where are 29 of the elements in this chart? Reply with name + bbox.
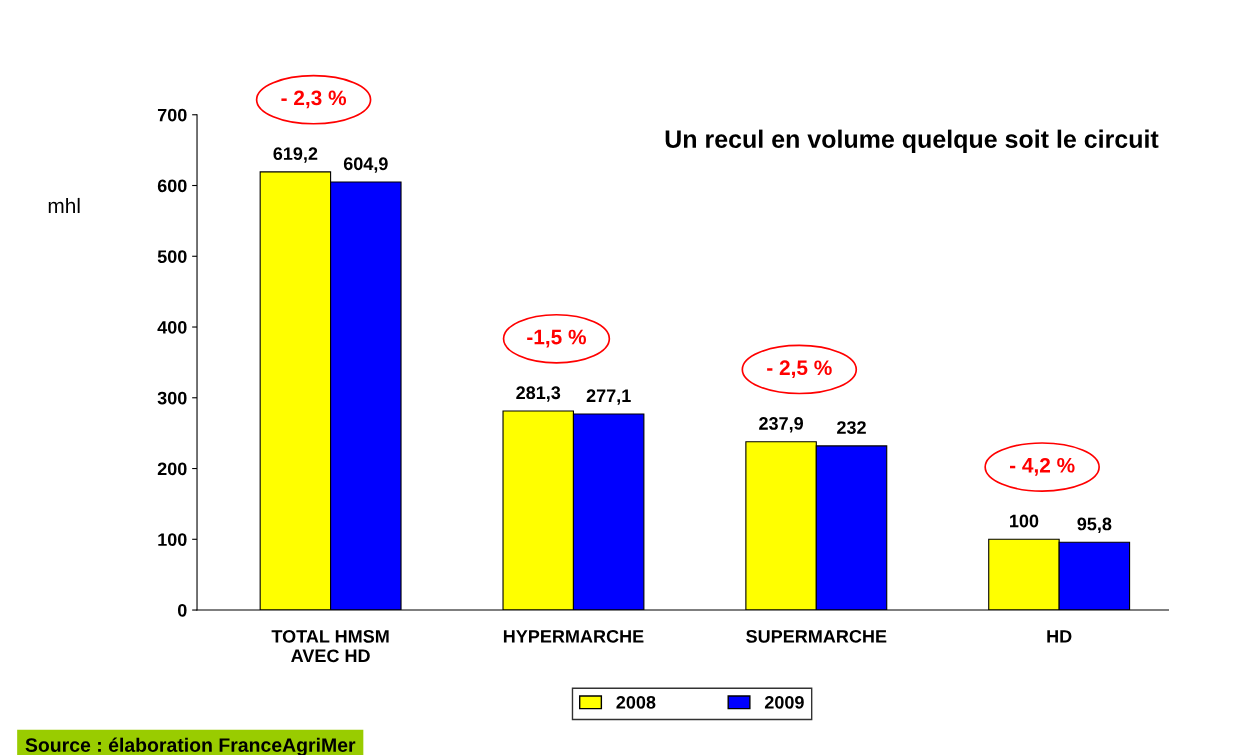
y-tick-label: 500 [157,250,187,263]
y-tick-label: 300 [157,391,187,405]
y-tick-label: 200 [157,462,187,476]
text: 95,8 [1077,517,1112,533]
text: Un recul en volume quelque soit le circuit [665,129,1159,153]
legend-label: 2008 [616,695,656,709]
text: 604,9 [343,157,388,173]
y-tick-label: 400 [157,320,187,334]
text: 100 [1010,514,1039,528]
text: 232 [837,421,866,435]
y-tick-label: 700 [157,108,187,122]
text: 281,3 [516,386,561,402]
y-tick-label: 0 [177,603,187,617]
x-tick-label: HYPERMARCHE [503,629,644,643]
annotation: -1,5 % [527,329,587,348]
annotation: - 2,5 % [767,360,832,379]
x-tick-label: TOTAL HMSM AVEC HD [271,629,389,663]
text: - 2,3 % [281,90,347,109]
source-note: Source : élaboration FranceAgriMer [25,737,356,755]
text: 277,1 [586,389,631,405]
text: 619,2 [273,147,318,163]
x-tick-label: SUPERMARCHE [746,629,887,643]
y-tick-label: 600 [157,179,187,193]
y-tick-label: 100 [158,533,187,547]
legend-label: 2009 [764,695,804,709]
text: 237,9 [759,417,804,433]
y-axis-title: mhl [48,197,80,214]
annotation: - 4,2 % [1009,457,1075,476]
x-tick-label: HD [1047,630,1072,643]
